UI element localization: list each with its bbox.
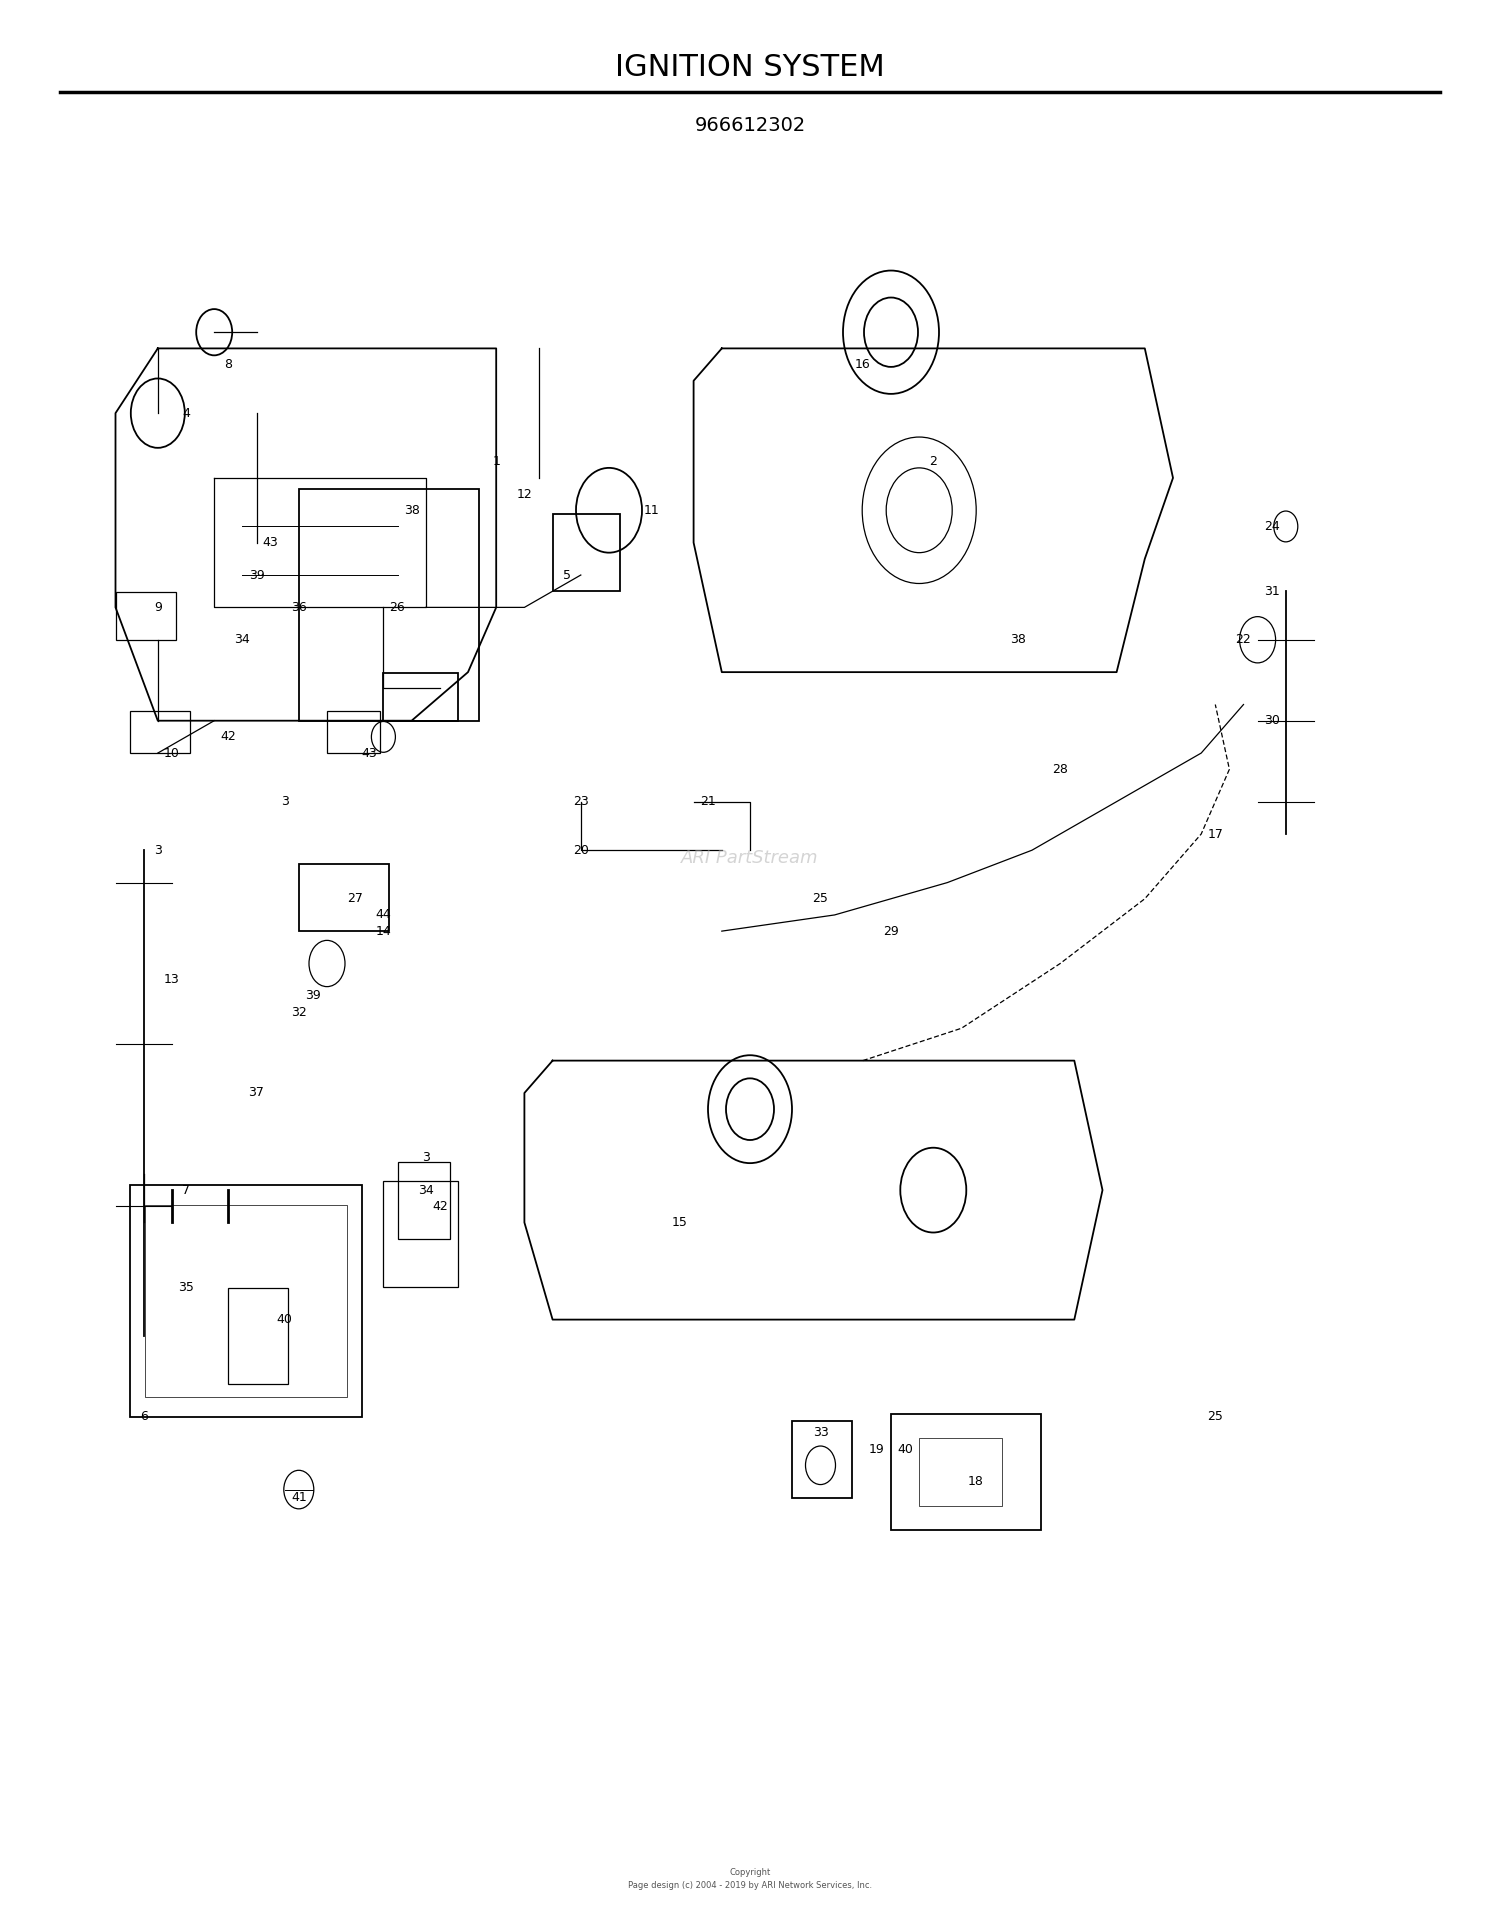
Text: 5: 5: [562, 568, 570, 582]
Text: 17: 17: [1208, 827, 1222, 840]
Text: ARI PartStream: ARI PartStream: [681, 848, 819, 867]
Text: 39: 39: [304, 989, 321, 1002]
Text: 24: 24: [1264, 520, 1280, 534]
Text: 6: 6: [140, 1411, 147, 1424]
Text: 36: 36: [291, 601, 306, 615]
Text: 12: 12: [516, 488, 532, 501]
Text: 2: 2: [930, 455, 938, 468]
Bar: [891, 1414, 1041, 1530]
Text: 4: 4: [182, 407, 190, 420]
Text: Copyright
Page design (c) 2004 - 2019 by ARI Network Services, Inc.: Copyright Page design (c) 2004 - 2019 by…: [628, 1867, 872, 1890]
Text: 44: 44: [375, 908, 392, 921]
Text: 13: 13: [164, 973, 180, 987]
Text: 26: 26: [390, 601, 405, 615]
Text: 25: 25: [813, 892, 828, 906]
Bar: [129, 711, 189, 753]
Text: 1: 1: [492, 455, 500, 468]
Text: 43: 43: [362, 746, 376, 759]
Text: 3: 3: [280, 796, 288, 807]
Bar: [298, 489, 478, 721]
Bar: [398, 1162, 450, 1239]
Bar: [384, 673, 459, 721]
Text: 35: 35: [178, 1281, 194, 1293]
Text: 23: 23: [573, 796, 588, 807]
Bar: [792, 1420, 852, 1497]
Text: 40: 40: [278, 1312, 292, 1326]
Text: 41: 41: [291, 1491, 306, 1505]
Text: IGNITION SYSTEM: IGNITION SYSTEM: [615, 52, 885, 83]
Text: 42: 42: [432, 1201, 447, 1212]
Text: 3: 3: [422, 1150, 429, 1164]
Text: 32: 32: [291, 1006, 306, 1019]
Text: 39: 39: [249, 568, 264, 582]
Text: 30: 30: [1264, 715, 1280, 726]
Text: 966612302: 966612302: [694, 116, 806, 135]
Text: 27: 27: [348, 892, 363, 906]
Text: 16: 16: [855, 358, 870, 372]
Text: 15: 15: [672, 1216, 687, 1229]
Text: 34: 34: [234, 634, 250, 646]
Text: 31: 31: [1264, 584, 1280, 597]
Bar: [116, 592, 176, 640]
Text: 37: 37: [249, 1087, 264, 1100]
Bar: [552, 515, 620, 592]
Bar: [298, 863, 388, 931]
Bar: [144, 1204, 346, 1397]
Text: 14: 14: [375, 925, 392, 938]
Text: 43: 43: [262, 536, 279, 549]
Text: 20: 20: [573, 844, 588, 858]
Bar: [129, 1185, 362, 1416]
Text: 3: 3: [154, 844, 162, 858]
Text: 33: 33: [813, 1426, 828, 1439]
Text: 10: 10: [164, 746, 180, 759]
Bar: [327, 711, 380, 753]
Text: 42: 42: [220, 730, 236, 744]
Text: 34: 34: [419, 1183, 434, 1197]
Text: 29: 29: [884, 925, 898, 938]
Text: 11: 11: [644, 503, 658, 516]
Text: 38: 38: [404, 503, 420, 516]
Text: 25: 25: [1208, 1411, 1222, 1424]
Text: 28: 28: [1053, 763, 1068, 777]
Text: 19: 19: [868, 1443, 885, 1455]
Bar: [920, 1438, 1002, 1505]
Text: 22: 22: [1236, 634, 1251, 646]
Text: 8: 8: [225, 358, 232, 372]
Text: 18: 18: [968, 1474, 984, 1488]
Text: 40: 40: [897, 1443, 914, 1455]
Bar: [228, 1287, 288, 1384]
Text: 21: 21: [700, 796, 715, 807]
Text: 7: 7: [182, 1183, 190, 1197]
Text: 9: 9: [154, 601, 162, 615]
Text: 38: 38: [1010, 634, 1026, 646]
Bar: [384, 1181, 459, 1287]
